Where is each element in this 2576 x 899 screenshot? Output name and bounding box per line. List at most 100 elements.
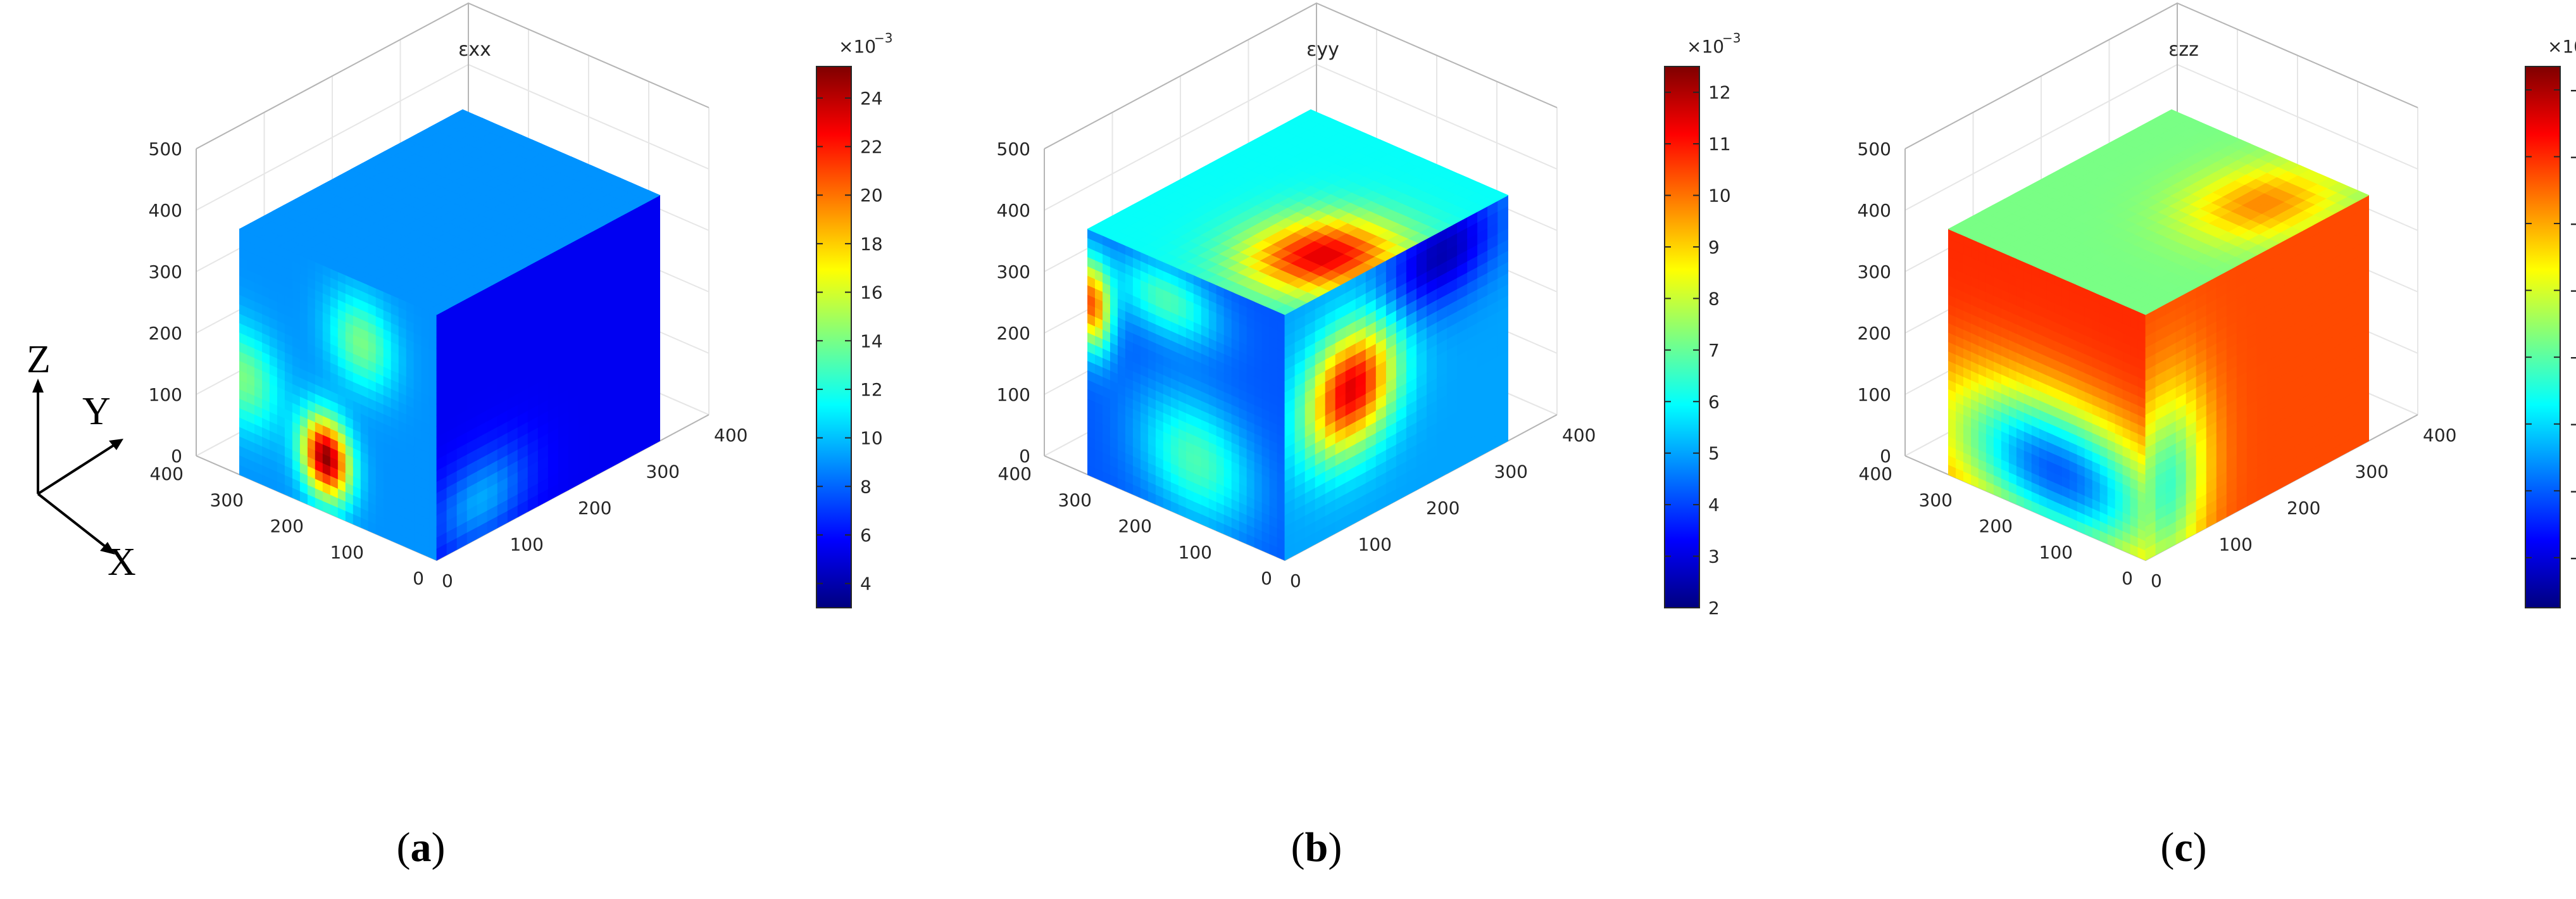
panel-caption: (b) bbox=[1291, 824, 1342, 871]
colorbar-tick-label: 12 bbox=[1708, 82, 1731, 103]
y-tick-label: 200 bbox=[1979, 516, 2013, 537]
z-tick-label: 500 bbox=[149, 139, 182, 160]
colorbar-tick-label: 22 bbox=[860, 137, 883, 158]
y-tick-label: 300 bbox=[1058, 489, 1092, 510]
colorbar-tick-label: 2 bbox=[1708, 598, 1720, 619]
x-tick-label: 100 bbox=[2219, 534, 2253, 555]
x-tick-label: 400 bbox=[1562, 425, 1596, 446]
strain-cube bbox=[1087, 109, 1509, 561]
colorbar-tick-label: 18 bbox=[860, 234, 883, 255]
colorbar-tick-label: 12 bbox=[860, 379, 883, 400]
colorbar-multiplier: ×10 bbox=[839, 36, 876, 57]
heat-cell bbox=[649, 429, 660, 447]
y-tick-label: 0 bbox=[413, 568, 424, 589]
x-tick-label: 0 bbox=[2151, 570, 2162, 591]
colorbar-tick-label: 10 bbox=[860, 428, 883, 449]
triad-label-z: Z bbox=[27, 338, 51, 381]
x-tick-label: 200 bbox=[1426, 498, 1460, 519]
y-tick-label: 0 bbox=[2122, 568, 2133, 589]
colorbar-tick-label: −12 bbox=[2569, 280, 2576, 301]
triad-label-y: Y bbox=[82, 390, 111, 433]
x-tick-label: 100 bbox=[1358, 534, 1392, 555]
panel-a: 0100200300400500010020030040001002003004… bbox=[149, 2, 892, 871]
colorbar-tick-label: −6 bbox=[2569, 80, 2576, 101]
chart-title: εyy bbox=[1306, 39, 1339, 61]
colorbar-tick-label: 20 bbox=[860, 185, 883, 206]
z-tick-label: 300 bbox=[1858, 261, 1891, 282]
colorbar-tick-label: −20 bbox=[2569, 548, 2576, 569]
colorbar-tick-label: 6 bbox=[1708, 391, 1720, 412]
colorbar-tick-label: 8 bbox=[860, 476, 872, 497]
colorbar-tick-label: −16 bbox=[2569, 414, 2576, 435]
y-tick-label: 100 bbox=[2039, 542, 2073, 563]
y-tick-label: 400 bbox=[998, 463, 1032, 484]
y-tick-label: 0 bbox=[1261, 568, 1272, 589]
triad-label-x: X bbox=[108, 541, 136, 584]
colorbar-tick-label: −18 bbox=[2569, 481, 2576, 501]
y-tick-label: 300 bbox=[210, 489, 244, 510]
y-tick-label: 300 bbox=[1919, 489, 1953, 510]
y-tick-label: 100 bbox=[1179, 542, 1212, 563]
colorbar-tick-label: 4 bbox=[860, 574, 872, 594]
z-tick-label: 500 bbox=[997, 139, 1030, 160]
colorbar: −20−18−16−14−12−10−8−6×10−3 bbox=[2525, 36, 2576, 608]
x-tick-label: 100 bbox=[510, 534, 544, 555]
z-tick-label: 200 bbox=[1858, 323, 1891, 344]
cube-face-front bbox=[239, 229, 437, 561]
colorbar-tick-label: 16 bbox=[860, 282, 883, 303]
z-tick-label: 100 bbox=[149, 384, 182, 405]
colorbar-gradient bbox=[2525, 66, 2561, 608]
colorbar-exponent: −3 bbox=[874, 30, 892, 46]
chart-title: εzz bbox=[2168, 39, 2199, 61]
colorbar-tick-label: 8 bbox=[1708, 288, 1720, 309]
panel-caption: (a) bbox=[397, 824, 446, 871]
colorbar-tick-label: 9 bbox=[1708, 237, 1720, 258]
y-tick-label: 200 bbox=[1118, 516, 1152, 537]
panel-caption: (c) bbox=[2160, 824, 2206, 871]
z-tick-label: 200 bbox=[149, 323, 182, 344]
colorbar: 4 6 8 10 12 14 16 18 20 22 24 ×10−3 bbox=[816, 30, 892, 608]
y-tick-label: 100 bbox=[330, 542, 364, 563]
panel-c: 0100200300400500010020030040001002003004… bbox=[1858, 2, 2576, 871]
z-tick-label: 400 bbox=[1858, 200, 1891, 221]
colorbar-tick-label: 4 bbox=[1708, 494, 1720, 515]
colorbar-multiplier: ×10 bbox=[1687, 36, 1724, 57]
y-tick-label: 200 bbox=[270, 516, 304, 537]
z-tick-label: 300 bbox=[149, 261, 182, 282]
colorbar-tick-label: 10 bbox=[1708, 185, 1731, 206]
axes-triad: Z Y X bbox=[27, 338, 136, 584]
colorbar-tick-label: 7 bbox=[1708, 340, 1720, 361]
colorbar-tick-label: 24 bbox=[860, 88, 883, 109]
z-tick-label: 100 bbox=[997, 384, 1030, 405]
x-tick-label: 300 bbox=[646, 462, 680, 482]
colorbar-multiplier: ×10 bbox=[2548, 36, 2576, 57]
colorbar-tick-label: 3 bbox=[1708, 546, 1720, 567]
colorbar-tick-label: −14 bbox=[2569, 347, 2576, 368]
colorbar-gradient bbox=[1664, 66, 1700, 608]
x-tick-label: 200 bbox=[2287, 498, 2320, 519]
colorbar-tick-label: −8 bbox=[2569, 147, 2576, 168]
z-tick-label: 100 bbox=[1858, 384, 1891, 405]
strain-cube bbox=[239, 109, 661, 561]
z-tick-label: 500 bbox=[1858, 139, 1891, 160]
colorbar-tick-label: 5 bbox=[1708, 443, 1720, 464]
colorbar-tick-label: 11 bbox=[1708, 134, 1731, 154]
z-tick-label: 200 bbox=[997, 323, 1030, 344]
x-tick-label: 300 bbox=[2355, 462, 2389, 482]
x-tick-label: 0 bbox=[442, 570, 453, 591]
colorbar-gradient bbox=[816, 66, 852, 608]
y-tick-label: 400 bbox=[1859, 463, 1892, 484]
x-tick-label: 200 bbox=[578, 498, 611, 519]
colorbar-exponent: −3 bbox=[1722, 30, 1741, 46]
colorbar-tick-label: 14 bbox=[860, 330, 883, 351]
x-tick-label: 400 bbox=[2423, 425, 2456, 446]
y-tick-label: 400 bbox=[150, 463, 184, 484]
colorbar-tick-label: 6 bbox=[860, 525, 872, 546]
z-tick-label: 400 bbox=[149, 200, 182, 221]
z-tick-label: 300 bbox=[997, 261, 1030, 282]
colorbar-tick-label: −10 bbox=[2569, 213, 2576, 234]
cube-face-right bbox=[436, 194, 660, 561]
chart-title: εxx bbox=[458, 39, 491, 61]
x-tick-label: 300 bbox=[1494, 462, 1528, 482]
